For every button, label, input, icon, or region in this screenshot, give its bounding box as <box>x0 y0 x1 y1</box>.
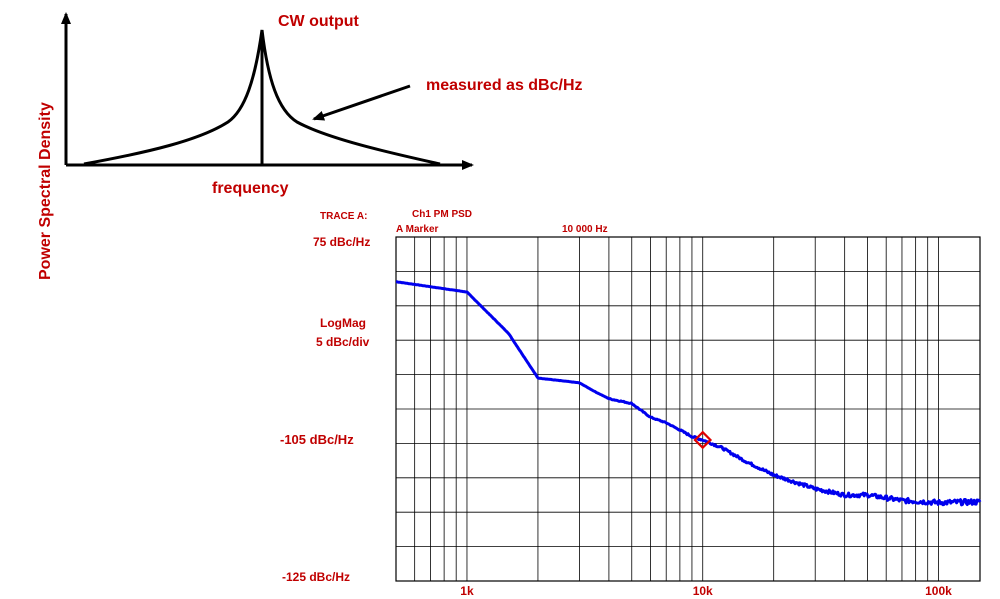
plot-annotations: TRACE A: Ch1 PM PSD A Marker 10 000 Hz 7… <box>280 209 608 584</box>
marker-label: A Marker <box>396 224 439 235</box>
ref-mid-label: -105 dBc/Hz <box>280 432 354 447</box>
x-tick-label: 100k <box>925 584 952 598</box>
trace-name: Ch1 PM PSD <box>412 209 472 220</box>
format-label: LogMag <box>320 316 366 330</box>
peak-label: CW output <box>278 13 360 30</box>
marker-value: 10 000 Hz <box>562 224 608 235</box>
psd-plot: 1k 10k 100k <box>395 236 982 598</box>
ref-top-label: 75 dBc/Hz <box>313 235 370 249</box>
trace-label: TRACE A: <box>320 211 367 222</box>
diagram-x-label: frequency <box>212 180 289 197</box>
x-tick-label: 10k <box>693 584 713 598</box>
ref-bottom-label: -125 dBc/Hz <box>282 570 350 584</box>
plot-grid <box>395 236 981 582</box>
diagram-y-label: Power Spectral Density <box>37 102 54 280</box>
psd-diagram: CW output measured as dBc/Hz frequency P… <box>37 12 583 280</box>
skirt-label: measured as dBc/Hz <box>426 77 583 94</box>
x-tick-labels: 1k 10k 100k <box>460 584 952 598</box>
psd-trace-line <box>395 280 982 507</box>
scale-label: 5 dBc/div <box>316 335 370 349</box>
frequency-marker <box>693 430 713 450</box>
skirt-pointer-arrow <box>312 84 411 121</box>
x-tick-label: 1k <box>460 584 474 598</box>
